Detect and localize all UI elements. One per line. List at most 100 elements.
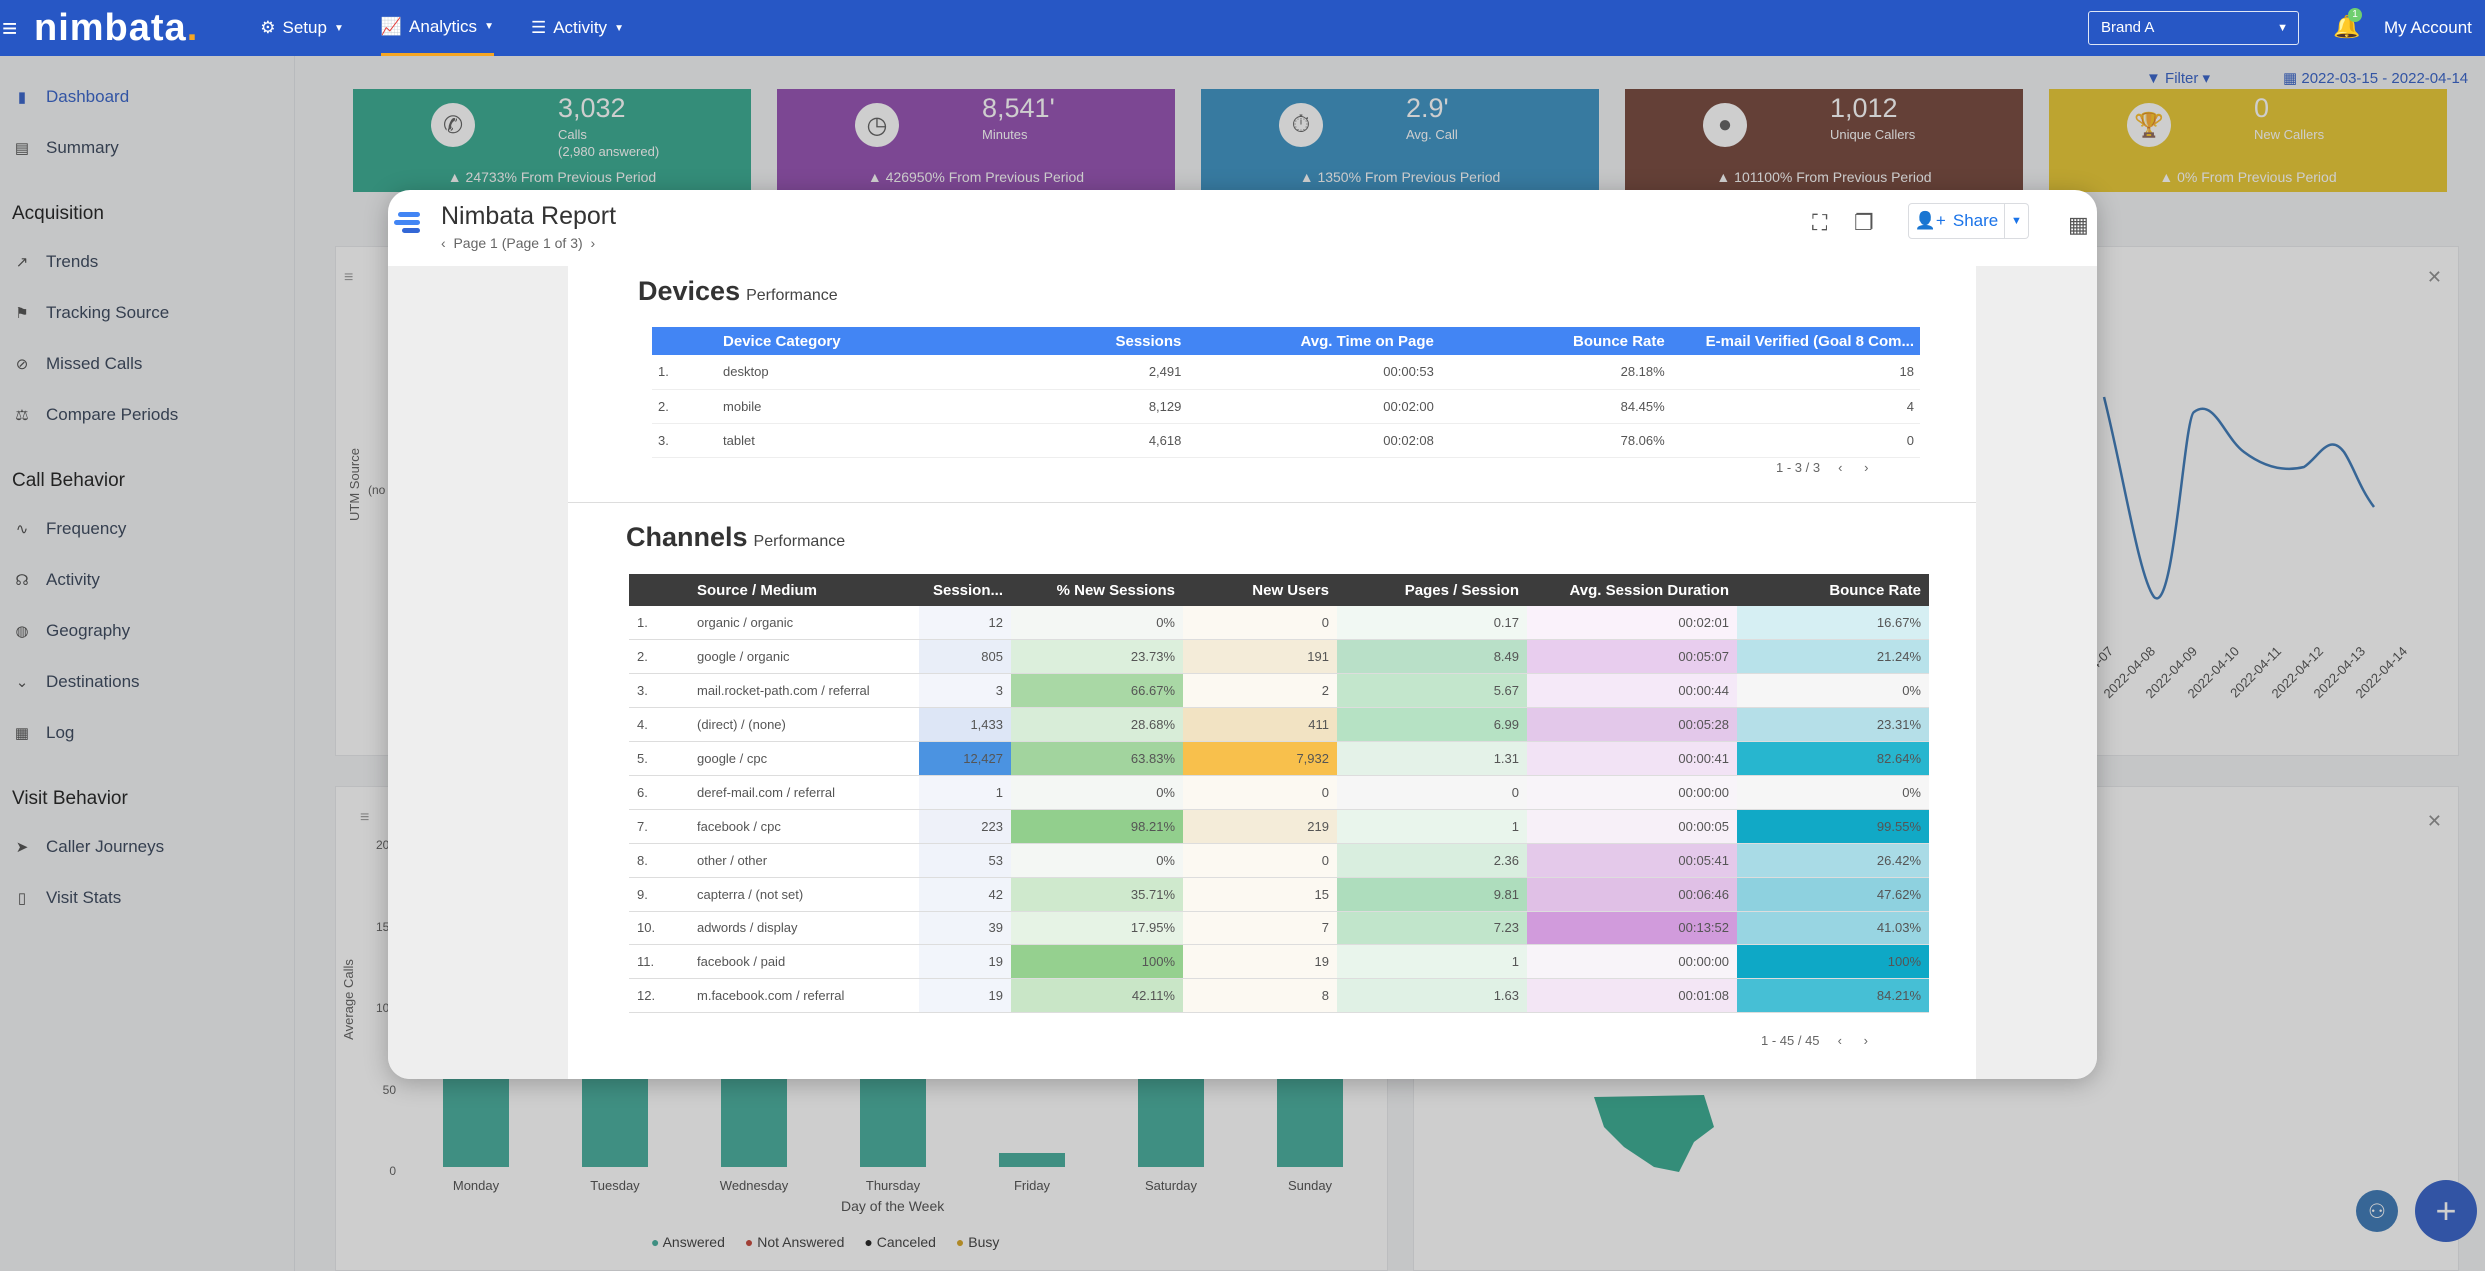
user-icon: ●	[1703, 103, 1747, 147]
logo[interactable]: nimbata.	[34, 6, 199, 49]
bar[interactable]	[443, 1077, 509, 1167]
nav-activity[interactable]: ☰ Activity ▼	[530, 18, 624, 37]
sidebar-item-activity[interactable]: ☊ Activity	[15, 570, 100, 589]
stat-card-new-callers: 🏆 0 New Callers ▲ 0% From Previous Perio…	[2049, 89, 2447, 192]
pulse-icon: ∿	[15, 521, 29, 538]
bar-chart-icon: ▮	[17, 89, 27, 106]
table-row[interactable]: 5. google / cpc 12,427 63.83% 7,932 1.31 00:00…	[629, 741, 1929, 776]
globe-icon: ◍	[15, 623, 29, 640]
close-icon[interactable]: ✕	[2426, 811, 2442, 831]
bar[interactable]	[582, 1077, 648, 1167]
gear-icon: ⚙	[260, 18, 276, 37]
table-row[interactable]: 2. google / organic 805 23.73% 191 8.49 00:05:…	[629, 639, 1929, 675]
x-tick-label: Sunday	[1287, 1178, 1333, 1193]
notification-badge: 1	[2348, 8, 2362, 22]
sidebar-item-log[interactable]: ▦ Log	[14, 723, 75, 742]
hamburger-icon[interactable]: ≡	[2, 12, 18, 43]
flag-icon: ⚑	[15, 305, 29, 322]
table-row[interactable]: 6. deref-mail.com / referral 1 0% 0 0 00:00:00…	[629, 775, 1929, 810]
next-page-icon[interactable]: ›	[1864, 460, 1869, 475]
share-button[interactable]: 👤+ Share	[1908, 203, 2005, 239]
channels-pager: 1 - 45 / 45 ‹ ›	[1761, 1033, 1868, 1048]
table-row[interactable]: 3. mail.rocket-path.com / referral 3 66.67%…	[629, 673, 1929, 709]
brand-select[interactable]: Brand A ▼	[2088, 11, 2299, 45]
legend-item[interactable]: ● Busy	[955, 1234, 1000, 1250]
sidebar-item-missed-calls[interactable]: ⊘ Missed Calls	[15, 354, 143, 373]
calendar-icon: ▦	[2283, 70, 2298, 87]
table-row[interactable]: 11. facebook / paid 19 100% 19 1 00:00:00 100%	[629, 944, 1929, 980]
sidebar-item-trends[interactable]: ↗ Trends	[15, 252, 99, 271]
add-button[interactable]: +	[2415, 1180, 2477, 1242]
add-person-icon: 👤+	[1914, 211, 1946, 230]
filter-button[interactable]: ▼ Filter ▾	[2146, 70, 2211, 87]
sidebar-item-visit-stats[interactable]: ▯ Visit Stats	[14, 888, 121, 908]
date-range-picker[interactable]: ▦ 2022-03-15 - 2022-04-14	[2283, 70, 2469, 87]
y-tick-label: 50	[382, 1082, 396, 1097]
bar[interactable]	[999, 1153, 1065, 1167]
table-row[interactable]: 12. m.facebook.com / referral 19 42.11% 8 1.6…	[629, 978, 1929, 1014]
sidebar-item-summary[interactable]: ▤ Summary	[14, 138, 119, 157]
table-row[interactable]: 3. tablet 4,618 00:02:08 78.06% 0	[652, 423, 1920, 458]
world-map-highlight	[1594, 1095, 1714, 1172]
sidebar-item-destinations[interactable]: ⌄ Destinations	[15, 672, 140, 691]
sidebar-item-geography[interactable]: ◍ Geography	[15, 621, 131, 640]
next-page-icon[interactable]: ›	[1863, 1033, 1868, 1048]
table-row[interactable]: 2. mobile 8,129 00:02:00 84.45% 4	[652, 389, 1920, 424]
bell-icon[interactable]: 🔔 1	[2333, 8, 2362, 39]
plus-icon: +	[2435, 1190, 2457, 1231]
table-row[interactable]: 4. (direct) / (none) 1,433 28.68% 411 6.99 00:…	[629, 707, 1929, 743]
chevron-right-icon[interactable]: ›	[590, 235, 596, 251]
stat-card-calls: ✆ 3,032 Calls (2,980 answered) ▲ 24733% F…	[353, 89, 751, 192]
legend-item[interactable]: ● Answered	[651, 1234, 725, 1250]
copy-icon[interactable]: ❐	[1854, 210, 1874, 235]
scale-icon: ⚖	[15, 407, 29, 424]
sitemap-button[interactable]: ⚇	[2356, 1190, 2398, 1232]
bar[interactable]	[1138, 1077, 1204, 1167]
chevron-left-icon[interactable]: ‹	[441, 235, 446, 251]
x-tick-label: Tuesday	[590, 1178, 640, 1193]
grid-icon[interactable]: ▦	[2068, 212, 2089, 237]
table-row[interactable]: 7. facebook / cpc 223 98.21% 219 1 00:00:05 99.…	[629, 809, 1929, 844]
nav-setup[interactable]: ⚙ Setup ▼	[260, 18, 344, 37]
arrow-icon: ➤	[15, 839, 29, 856]
close-icon[interactable]: ✕	[2426, 267, 2442, 287]
sidebar-item-caller-journeys[interactable]: ➤ Caller Journeys	[15, 837, 165, 856]
ban-icon: ⊘	[15, 356, 29, 373]
table-row[interactable]: 9. capterra / (not set) 42 35.71% 15 9.81 00:0…	[629, 877, 1929, 912]
nav-analytics[interactable]: 📈 Analytics ▼	[380, 0, 494, 56]
sidebar-item-frequency[interactable]: ∿ Frequency	[15, 519, 127, 538]
fullscreen-icon[interactable]: ⛶	[1812, 210, 1828, 235]
sidebar-item-compare-periods[interactable]: ⚖ Compare Periods	[15, 405, 179, 424]
x-tick-label: Monday	[452, 1178, 500, 1193]
x-tick-label: Friday	[1013, 1178, 1051, 1193]
share-dropdown-button[interactable]: ▼	[2005, 203, 2029, 239]
report-page: Devices Performance Device Category Sessi…	[568, 266, 1976, 1079]
panel-menu-icon[interactable]: ≡	[344, 269, 354, 286]
page-navigator[interactable]: ‹ Page 1 (Page 1 of 3) ›	[441, 235, 596, 251]
panel-menu-icon[interactable]: ≡	[360, 809, 370, 826]
trend-icon: ↗	[15, 254, 29, 271]
sidebar-heading-acquisition: Acquisition	[12, 203, 104, 224]
sidebar-item-dashboard[interactable]: ▮ Dashboard	[14, 87, 129, 107]
table-row[interactable]: 10. adwords / display 39 17.95% 7 7.23 00:13:5…	[629, 911, 1929, 946]
top-navbar: ≡ nimbata. ⚙ Setup ▼ 📈 Analytics ▼ ☰ Activity…	[0, 0, 2485, 56]
legend-item[interactable]: ● Not Answered	[744, 1234, 845, 1250]
table-row[interactable]: 1. organic / organic 12 0% 0 0.17 00:02:01 16.6…	[629, 606, 1929, 641]
table-row[interactable]: 8. other / other 53 0% 0 2.36 00:05:41 26.42%	[629, 843, 1929, 878]
legend-item[interactable]: ● Canceled	[864, 1234, 936, 1250]
bar[interactable]	[860, 1077, 926, 1167]
clock-icon: ◷	[855, 103, 899, 147]
stopwatch-icon: ⏱	[1279, 103, 1323, 147]
chart-icon: 📈	[380, 16, 403, 36]
stat-card-avg-call: ⏱ 2.9' Avg. Call ▲ 1350% From Previous P…	[1201, 89, 1599, 192]
prev-page-icon[interactable]: ‹	[1837, 1033, 1842, 1048]
sidebar-item-tracking-source[interactable]: ⚑ Tracking Source	[15, 303, 170, 322]
bar[interactable]	[721, 1077, 787, 1167]
table-row[interactable]: 1. desktop 2,491 00:00:53 28.18% 18	[652, 355, 1920, 390]
my-account-menu[interactable]: My Account	[2384, 18, 2472, 37]
prev-page-icon[interactable]: ‹	[1838, 460, 1843, 475]
x-tick-label: Wednesday	[719, 1178, 789, 1193]
section-divider	[568, 502, 1976, 503]
bar[interactable]	[1277, 1077, 1343, 1167]
looker-studio-logo-icon	[394, 212, 420, 233]
